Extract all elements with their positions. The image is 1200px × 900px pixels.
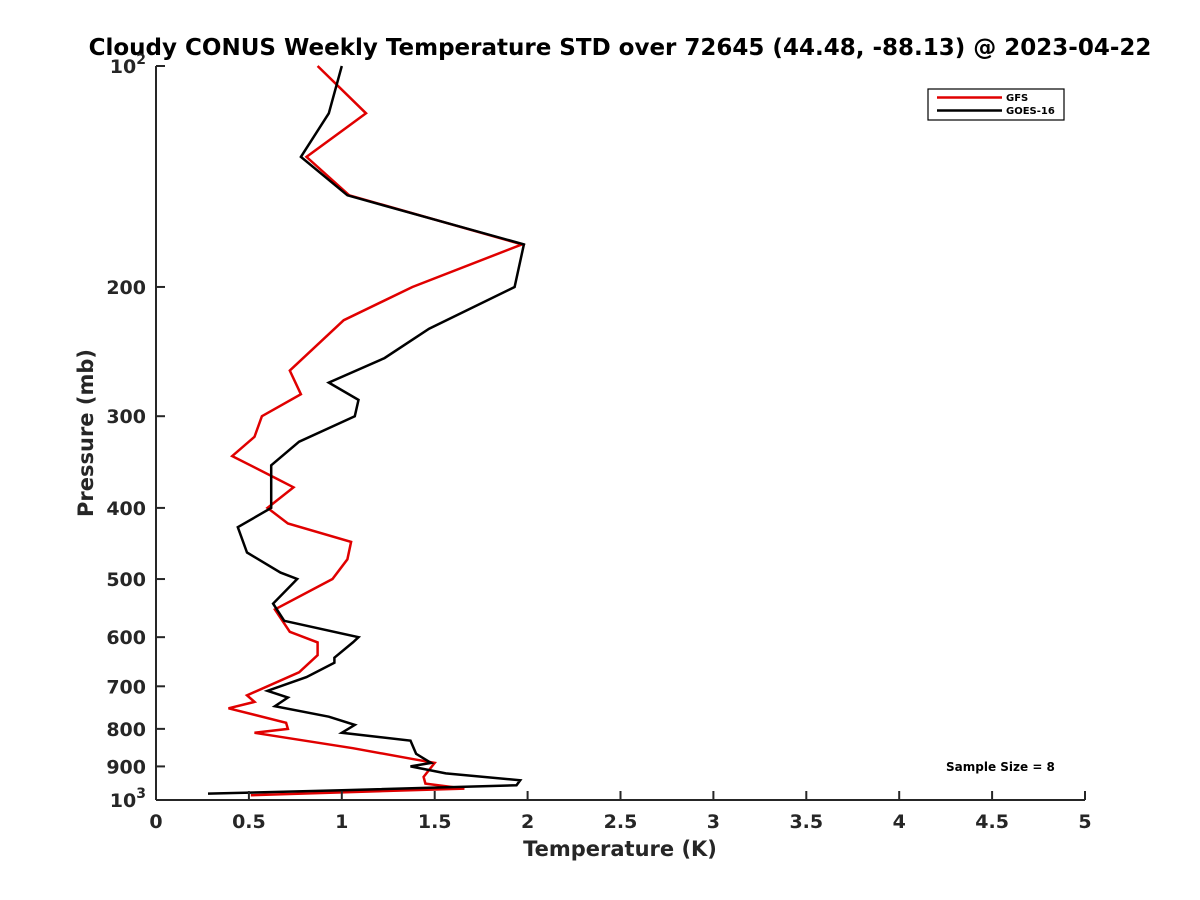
legend-box bbox=[927, 88, 1065, 121]
x-axis-title: Temperature (K) bbox=[523, 837, 717, 861]
y-tick-label-power: 103 bbox=[110, 786, 146, 812]
x-tick-label: 2 bbox=[521, 811, 534, 833]
x-tick-layer: 0 0.5 1 1.5 2 2.5 3 3.5 4 4.5 5 bbox=[149, 791, 1092, 833]
y-tick-label: 800 bbox=[106, 719, 146, 741]
series-layer bbox=[207, 65, 526, 797]
series-line-gfs bbox=[228, 65, 526, 797]
x-tick-label: 1 bbox=[335, 811, 348, 833]
y-tick-layer: 102 200 300 400 500 600 700 800 900 103 bbox=[106, 52, 165, 812]
y-axis-title: Pressure (mb) bbox=[74, 349, 98, 517]
x-tick-label: 3 bbox=[707, 811, 720, 833]
legend-label-goes-16: GOES-16 bbox=[1006, 106, 1055, 117]
y-tick-label: 200 bbox=[106, 277, 146, 299]
x-tick-label: 3.5 bbox=[789, 811, 823, 833]
legend: GFS GOES-16 bbox=[927, 88, 1065, 121]
x-tick-label: 5 bbox=[1078, 811, 1091, 833]
sample-size-annotation: Sample Size = 8 bbox=[946, 760, 1055, 774]
y-tick-label: 500 bbox=[106, 569, 146, 591]
x-tick-label: 0.5 bbox=[232, 811, 266, 833]
y-tick-label-power: 102 bbox=[110, 52, 146, 78]
x-tick-label: 1.5 bbox=[418, 811, 452, 833]
legend-label-gfs: GFS bbox=[1006, 93, 1028, 104]
chart-title: Cloudy CONUS Weekly Temperature STD over… bbox=[89, 35, 1152, 61]
y-tick-label: 700 bbox=[106, 676, 146, 698]
y-tick-label: 300 bbox=[106, 406, 146, 428]
y-tick-label: 400 bbox=[106, 498, 146, 520]
x-tick-label: 4.5 bbox=[975, 811, 1009, 833]
x-tick-label: 4 bbox=[893, 811, 906, 833]
y-tick-label: 600 bbox=[106, 627, 146, 649]
x-tick-label: 2.5 bbox=[604, 811, 638, 833]
series-line-goes-16 bbox=[207, 65, 526, 795]
y-tick-label: 900 bbox=[106, 756, 146, 778]
x-tick-label: 0 bbox=[149, 811, 162, 833]
